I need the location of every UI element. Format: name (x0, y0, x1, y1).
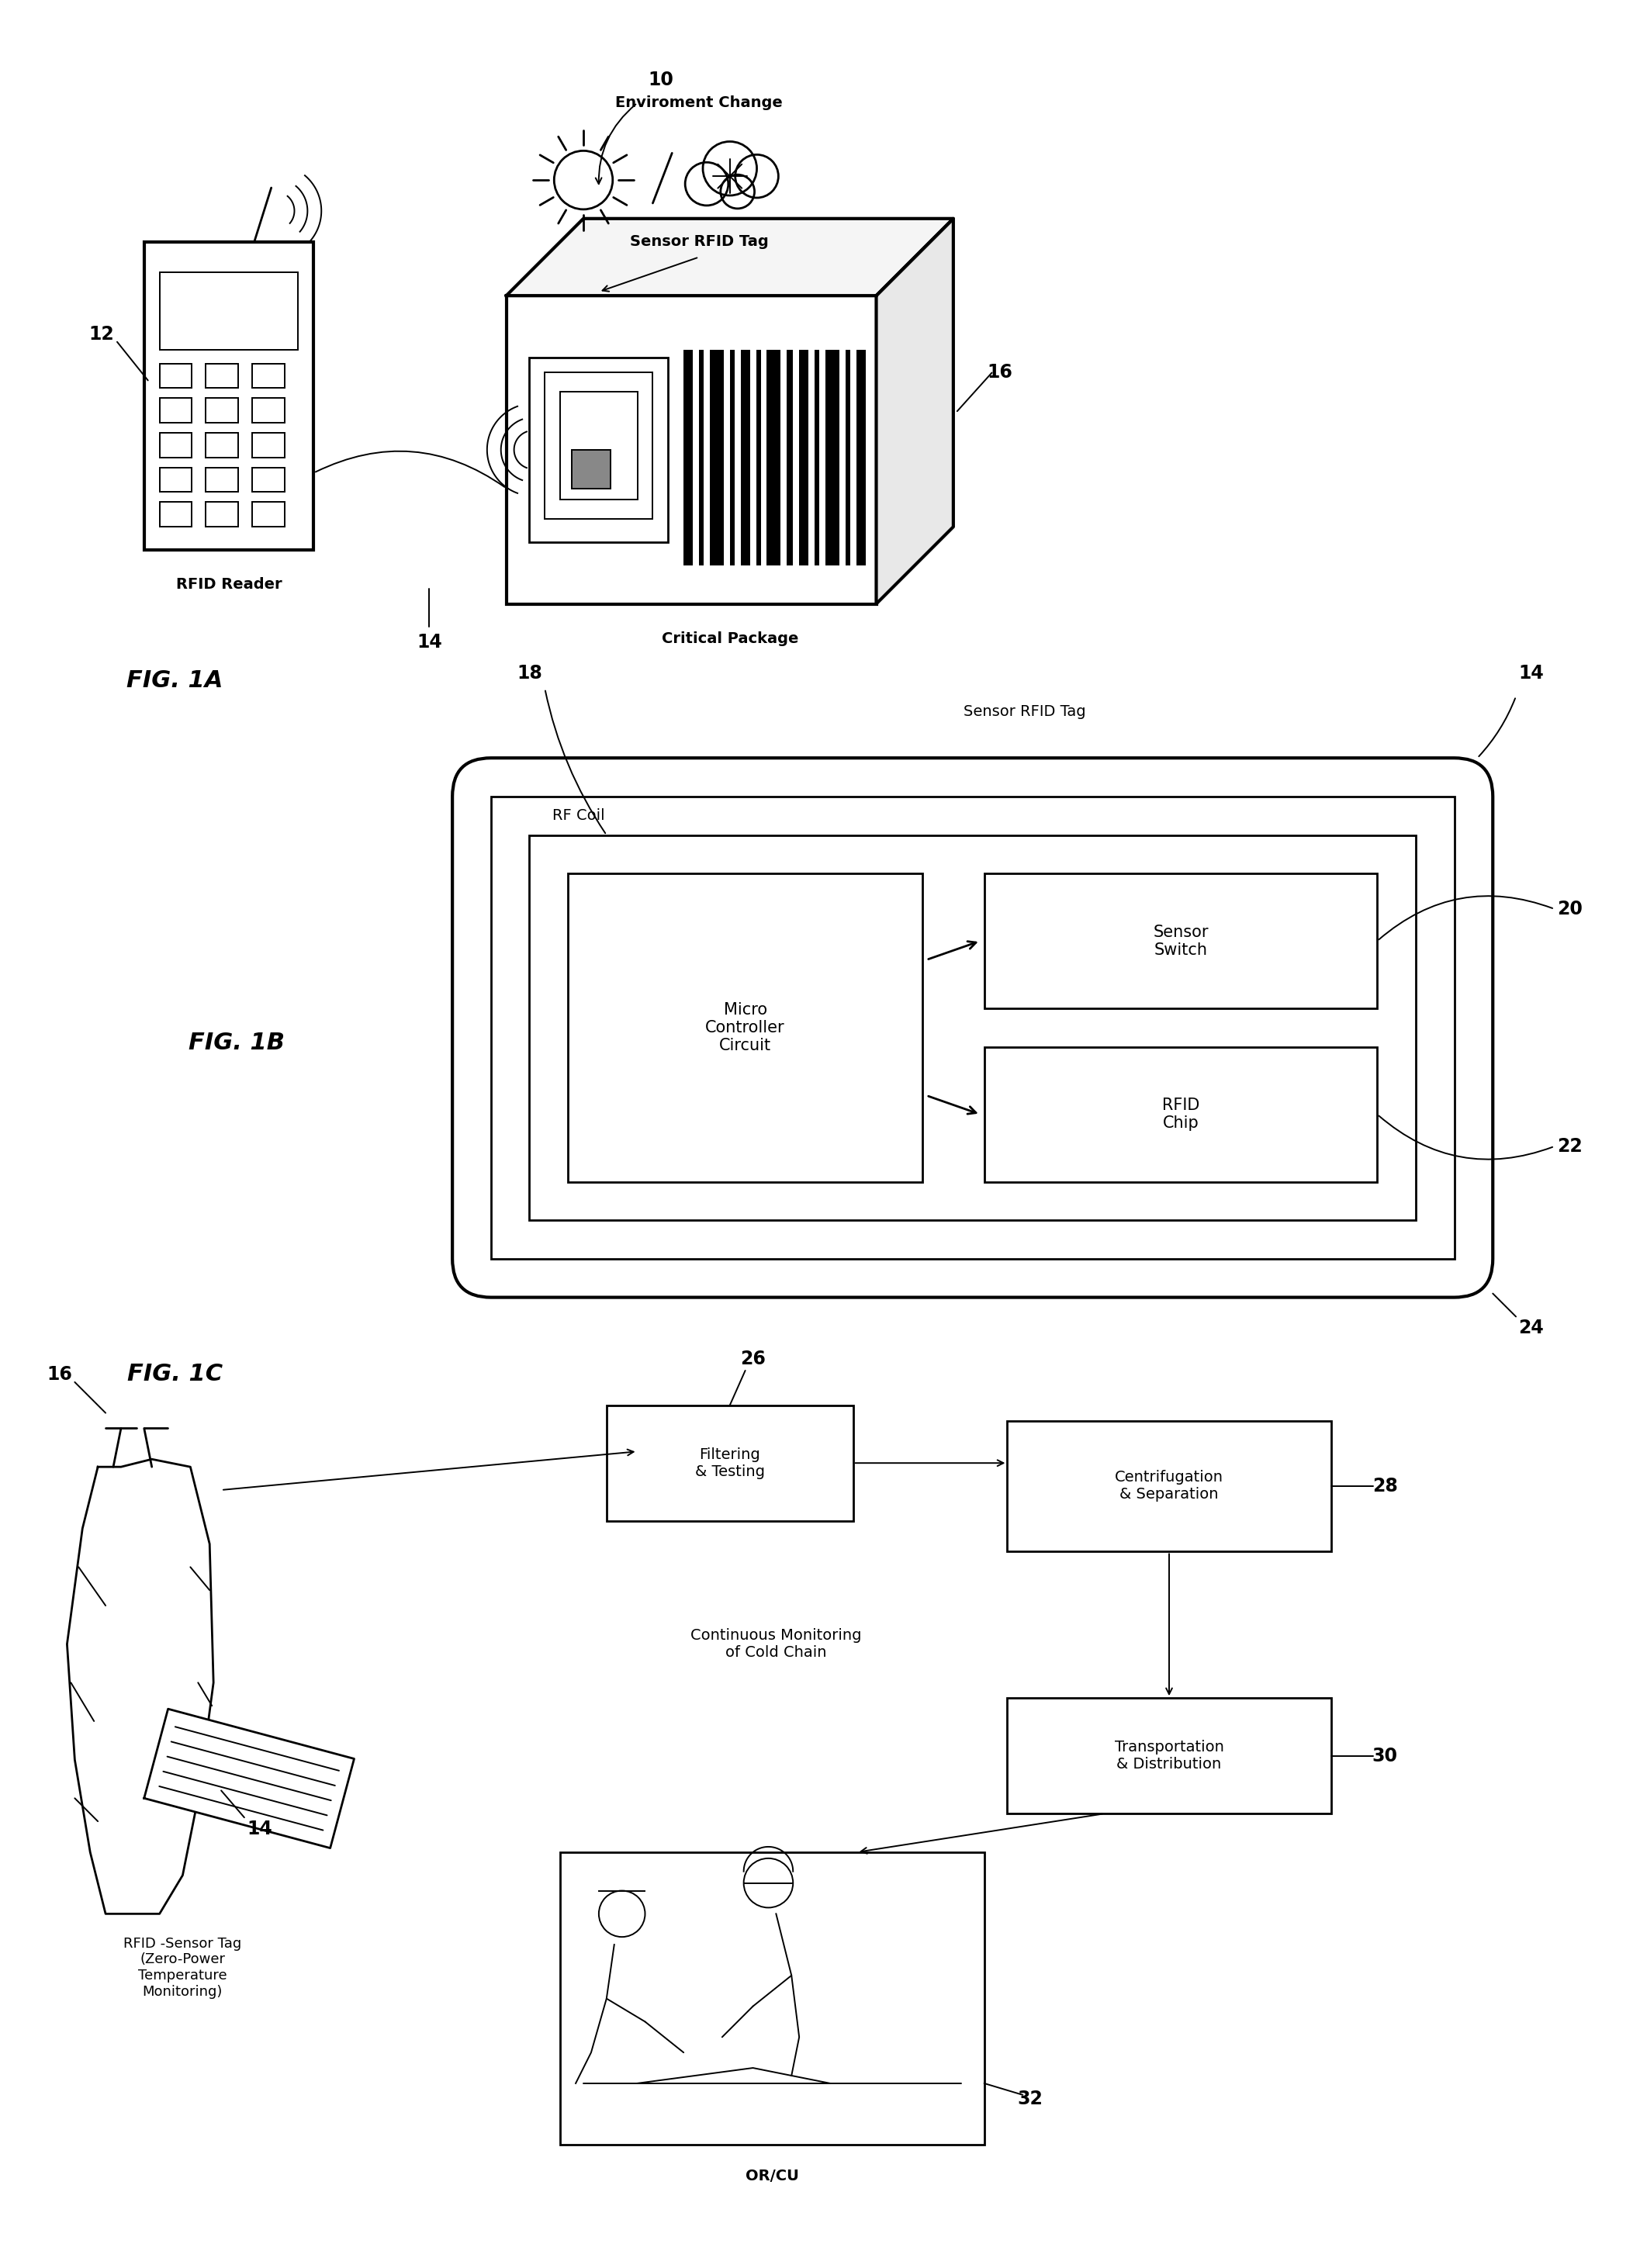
Bar (253, 399, 284, 422)
Text: RF Coil: RF Coil (553, 807, 605, 823)
Bar (159, 272, 298, 349)
Bar (846, 349, 850, 565)
Text: 12: 12 (89, 324, 115, 342)
Bar (799, 349, 809, 565)
Bar (253, 501, 284, 526)
Text: 10: 10 (648, 70, 674, 88)
Text: 14: 14 (417, 633, 441, 651)
Bar (1007, 1420, 1332, 1551)
Text: Enviroment Change: Enviroment Change (615, 95, 782, 111)
Bar (159, 501, 192, 526)
Text: Sensor
Switch: Sensor Switch (1153, 925, 1209, 957)
Text: FIG. 1C: FIG. 1C (128, 1363, 223, 1386)
Bar (205, 501, 238, 526)
Bar (205, 363, 238, 388)
Bar (1007, 1699, 1332, 1814)
Polygon shape (507, 218, 953, 295)
Bar (825, 349, 840, 565)
FancyBboxPatch shape (453, 758, 1492, 1297)
Text: FIG. 1B: FIG. 1B (189, 1032, 285, 1055)
Text: RFID -Sensor Tag
(Zero-Power
Temperature
Monitoring): RFID -Sensor Tag (Zero-Power Temperature… (123, 1937, 241, 1998)
Bar (561, 392, 638, 499)
Bar (684, 349, 692, 565)
Bar (815, 349, 820, 565)
Text: Sensor RFID Tag: Sensor RFID Tag (963, 705, 1086, 719)
Bar (699, 349, 704, 565)
Text: OR/CU: OR/CU (746, 2168, 799, 2184)
Text: 24: 24 (1519, 1320, 1543, 1338)
Polygon shape (144, 1708, 354, 1848)
Polygon shape (876, 218, 953, 603)
Text: 28: 28 (1373, 1476, 1397, 1495)
Text: 32: 32 (1018, 2089, 1043, 2107)
Bar (741, 349, 749, 565)
Text: 16: 16 (987, 363, 1012, 381)
Text: Micro
Controller
Circuit: Micro Controller Circuit (705, 1002, 786, 1052)
Bar (561, 1853, 984, 2146)
Bar (205, 399, 238, 422)
Bar (159, 363, 192, 388)
Text: 22: 22 (1556, 1136, 1583, 1157)
Bar (710, 349, 723, 565)
Text: 20: 20 (1556, 900, 1583, 919)
Text: FIG. 1A: FIG. 1A (126, 669, 223, 692)
Bar (984, 873, 1378, 1009)
Text: Critical Package: Critical Package (661, 631, 799, 646)
Text: Filtering
& Testing: Filtering & Testing (695, 1447, 764, 1479)
Bar (730, 349, 735, 565)
Text: 16: 16 (46, 1365, 72, 1383)
Bar (530, 835, 1415, 1220)
Bar (490, 796, 1455, 1259)
Bar (144, 243, 313, 549)
Bar (607, 1406, 853, 1522)
Bar (159, 433, 192, 458)
Bar (159, 399, 192, 422)
Text: Centrifugation
& Separation: Centrifugation & Separation (1115, 1470, 1223, 1501)
Text: RFID
Chip: RFID Chip (1161, 1098, 1199, 1132)
Text: Sensor RFID Tag: Sensor RFID Tag (630, 234, 768, 249)
Bar (205, 433, 238, 458)
Bar (205, 467, 238, 492)
Bar (768, 349, 781, 565)
Bar (787, 349, 794, 565)
Text: RFID Reader: RFID Reader (175, 578, 282, 592)
Bar (567, 873, 923, 1182)
Bar (253, 363, 284, 388)
Bar (572, 449, 610, 488)
Text: 14: 14 (1519, 665, 1543, 683)
Bar (253, 433, 284, 458)
Bar (544, 372, 653, 519)
Bar (856, 349, 866, 565)
Text: 30: 30 (1373, 1746, 1397, 1765)
Bar (159, 467, 192, 492)
Text: Transportation
& Distribution: Transportation & Distribution (1115, 1740, 1223, 1771)
Bar (253, 467, 284, 492)
Text: Continuous Monitoring
of Cold Chain: Continuous Monitoring of Cold Chain (690, 1628, 861, 1660)
Bar (756, 349, 761, 565)
Text: 26: 26 (740, 1349, 766, 1368)
Bar (984, 1048, 1378, 1182)
Text: 18: 18 (517, 665, 543, 683)
Bar (530, 358, 667, 542)
Text: 14: 14 (248, 1819, 272, 1839)
Bar (507, 295, 876, 603)
